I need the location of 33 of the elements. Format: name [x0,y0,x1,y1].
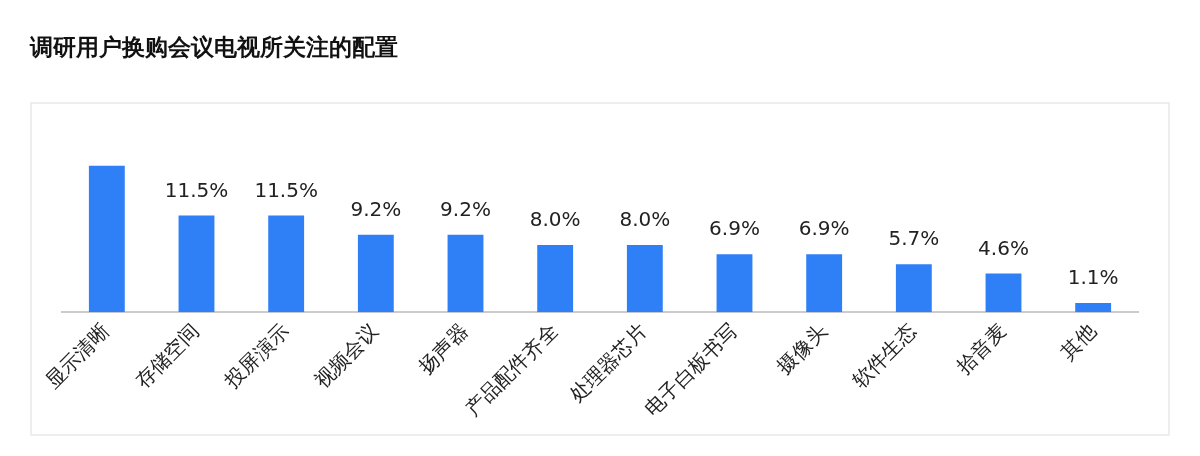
data-label: 6.9% [798,216,850,241]
x-tick-label: 显示清晰 [40,318,115,393]
x-tick-label: 扬声器 [413,318,473,379]
bar [357,234,394,313]
data-label: 8.0% [619,207,671,232]
x-tick-label: 摄像头 [771,318,832,379]
x-tick-label: 投屏演示 [219,318,294,394]
x-tick-label: 其他 [1055,318,1101,365]
x-tick-label: 软件生态 [847,318,922,393]
data-label: 9.2% [440,197,491,222]
bar [895,264,932,313]
bar [1075,302,1112,313]
chart-title: 调研用户换购会议电视所关注的配置 [28,33,399,62]
data-label: 5.7% [888,226,940,251]
data-label: 4.6% [978,235,1029,260]
bar [178,215,215,313]
data-label: 6.9% [709,216,760,241]
data-label: 11.5% [254,177,318,202]
data-label: 11.5% [164,177,229,202]
bar [268,215,305,313]
bar [88,165,125,313]
bar [626,244,663,313]
data-label: 9.2% [350,197,402,222]
data-label: 8.0% [529,207,581,232]
x-tick-label: 存储空间 [130,318,204,393]
bar [447,234,484,313]
data-label: 1.1% [1067,265,1119,290]
bar [537,244,574,313]
x-tick-label: 拾音麦 [951,318,1011,379]
x-tick-label: 视频会议 [309,318,384,393]
bar [806,254,843,313]
bar [716,254,753,313]
bar [985,273,1022,313]
